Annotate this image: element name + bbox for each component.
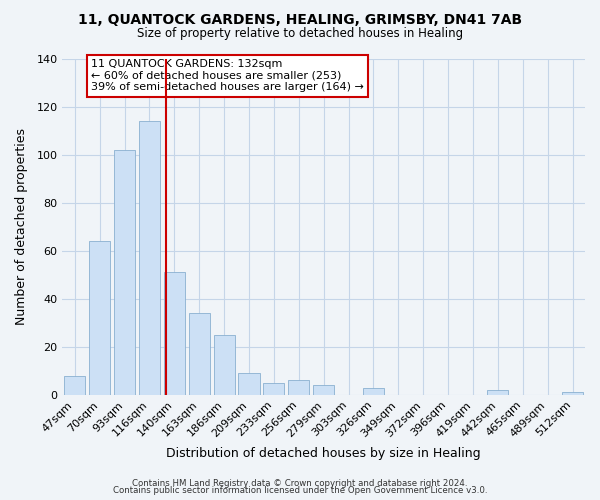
- Bar: [164, 272, 185, 395]
- Text: Size of property relative to detached houses in Healing: Size of property relative to detached ho…: [137, 28, 463, 40]
- Y-axis label: Number of detached properties: Number of detached properties: [15, 128, 28, 326]
- Bar: [263, 383, 284, 395]
- Bar: [214, 335, 235, 395]
- Bar: [363, 388, 384, 395]
- Bar: [288, 380, 310, 395]
- Text: 11 QUANTOCK GARDENS: 132sqm
← 60% of detached houses are smaller (253)
39% of se: 11 QUANTOCK GARDENS: 132sqm ← 60% of det…: [91, 59, 364, 92]
- Text: Contains public sector information licensed under the Open Government Licence v3: Contains public sector information licen…: [113, 486, 487, 495]
- Bar: [139, 122, 160, 395]
- Text: Contains HM Land Registry data © Crown copyright and database right 2024.: Contains HM Land Registry data © Crown c…: [132, 478, 468, 488]
- Bar: [188, 314, 210, 395]
- Bar: [64, 376, 85, 395]
- Bar: [487, 390, 508, 395]
- Bar: [562, 392, 583, 395]
- Bar: [313, 385, 334, 395]
- Bar: [114, 150, 135, 395]
- Text: 11, QUANTOCK GARDENS, HEALING, GRIMSBY, DN41 7AB: 11, QUANTOCK GARDENS, HEALING, GRIMSBY, …: [78, 12, 522, 26]
- X-axis label: Distribution of detached houses by size in Healing: Distribution of detached houses by size …: [166, 447, 481, 460]
- Bar: [89, 242, 110, 395]
- Bar: [238, 373, 260, 395]
